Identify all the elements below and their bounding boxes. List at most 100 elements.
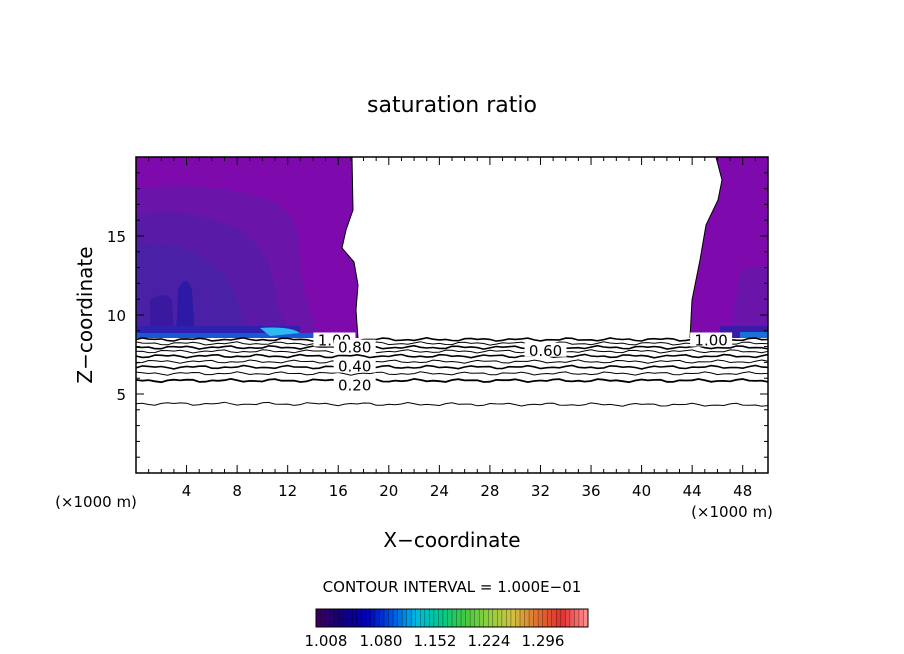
contour-label: 0.60 bbox=[529, 342, 562, 360]
colorbar-cell bbox=[343, 609, 349, 627]
colorbar-cell bbox=[429, 609, 435, 627]
colorbar-cell bbox=[415, 609, 421, 627]
colorbar-cell bbox=[569, 609, 575, 627]
colorbar-tick-label: 1.296 bbox=[522, 632, 565, 650]
colorbar-cell bbox=[488, 609, 494, 627]
colorbar-cell bbox=[474, 609, 480, 627]
colorbar-cell bbox=[492, 609, 498, 627]
colorbar-cell bbox=[379, 609, 385, 627]
contour-label-bg bbox=[524, 342, 567, 357]
colorbar-cell bbox=[456, 609, 462, 627]
colorbar-cell bbox=[556, 609, 562, 627]
colorbar-cell bbox=[442, 609, 448, 627]
colorbar-cell bbox=[356, 609, 362, 627]
colorbar-cell bbox=[406, 609, 412, 627]
colorbar-cell bbox=[583, 609, 589, 627]
colorbar-cell bbox=[420, 609, 426, 627]
colorbar-cell bbox=[402, 609, 407, 627]
contour-label-bg bbox=[690, 332, 733, 347]
colorbar-cell bbox=[452, 609, 457, 627]
colorbar-cell bbox=[325, 609, 330, 627]
right-supersaturated-region bbox=[690, 157, 768, 338]
colorbar-cell bbox=[538, 609, 543, 627]
saturation-boundary-left bbox=[341, 157, 359, 339]
colorbar-tick-label: 1.080 bbox=[360, 632, 403, 650]
colorbar-frame bbox=[315, 608, 589, 628]
contour-line bbox=[136, 377, 768, 384]
x-unit-left: (×1000 m) bbox=[55, 493, 137, 511]
x-tick-label: 4 bbox=[182, 482, 192, 500]
contour-line bbox=[136, 359, 768, 364]
colorbar-labels: 1.008 1.080 1.152 1.224 1.296 bbox=[305, 632, 565, 650]
colorbar-cell bbox=[551, 609, 557, 627]
x-tick-label: 48 bbox=[733, 482, 752, 500]
x-tick-label: 44 bbox=[683, 482, 702, 500]
colorbar-cell bbox=[361, 609, 367, 627]
colorbar-cell bbox=[447, 609, 453, 627]
colorbar-cell bbox=[529, 609, 534, 627]
colorbar-cell bbox=[560, 609, 566, 627]
colorbar-cell bbox=[329, 609, 335, 627]
colorbar-cell bbox=[497, 609, 503, 627]
colorbar-cell bbox=[506, 609, 512, 627]
contour-line bbox=[136, 344, 768, 350]
x-tick-label: 8 bbox=[232, 482, 242, 500]
colorbar-cell bbox=[384, 609, 389, 627]
x-unit-right: (×1000 m) bbox=[691, 503, 773, 521]
x-tick-label: 28 bbox=[480, 482, 499, 500]
contour-label: 1.00 bbox=[694, 331, 727, 349]
contour-line bbox=[136, 364, 768, 370]
x-tick-label: 12 bbox=[278, 482, 297, 500]
y-tick-label: 10 bbox=[107, 307, 126, 325]
colorbar-cell bbox=[470, 609, 475, 627]
colorbar-cell bbox=[524, 609, 530, 627]
contour-label-bg bbox=[333, 358, 376, 373]
contour-line bbox=[136, 341, 768, 346]
contour-interval-note: CONTOUR INTERVAL = 1.000E−01 bbox=[323, 578, 582, 596]
colorbar-cell bbox=[510, 609, 516, 627]
colorbar-cell bbox=[438, 609, 444, 627]
colorbar-cell bbox=[574, 609, 580, 627]
colorbar-cell bbox=[388, 609, 394, 627]
x-axis-ticks: 4 8 12 16 20 24 28 32 36 40 44 48 bbox=[148, 157, 756, 500]
contour-label-bg bbox=[333, 377, 376, 392]
colorbar-cell bbox=[515, 609, 521, 627]
contour-line bbox=[136, 353, 768, 359]
chart-title: saturation ratio bbox=[367, 93, 537, 118]
colorbar-cell bbox=[397, 609, 403, 627]
colorbar-cell bbox=[578, 609, 584, 627]
x-tick-label: 24 bbox=[430, 482, 449, 500]
colorbar-cell bbox=[370, 609, 376, 627]
colorbar-cell bbox=[461, 609, 466, 627]
x-axis-label: X−coordinate bbox=[383, 528, 520, 552]
colorbar-cell bbox=[433, 609, 439, 627]
colorbar-tick-label: 1.152 bbox=[414, 632, 457, 650]
y-tick-label: 15 bbox=[107, 228, 126, 246]
contour-line bbox=[136, 349, 768, 354]
y-axis-label: Z−coordinate bbox=[73, 246, 97, 383]
colorbar-cell bbox=[374, 609, 380, 627]
colorbar-tick-label: 1.224 bbox=[468, 632, 511, 650]
x-tick-label: 36 bbox=[581, 482, 600, 500]
colorbar-tick-label: 1.008 bbox=[305, 632, 348, 650]
colorbar-cell bbox=[520, 609, 525, 627]
colorbar-cell bbox=[393, 609, 398, 627]
colorbar-cell bbox=[320, 609, 326, 627]
colorbar-cell bbox=[365, 609, 371, 627]
colorbar-cell bbox=[483, 609, 489, 627]
contour-label-layer: 1.000.800.400.200.601.00 bbox=[313, 331, 733, 395]
x-tick-label: 20 bbox=[379, 482, 398, 500]
colorbar-cell bbox=[501, 609, 507, 627]
colorbar-cell bbox=[424, 609, 430, 627]
y-tick-label: 5 bbox=[116, 386, 126, 404]
colorbar-cells bbox=[315, 609, 589, 627]
y-axis-ticks: 5 10 15 bbox=[107, 172, 768, 458]
contour-label-bg bbox=[333, 339, 376, 354]
colorbar-cell bbox=[411, 609, 417, 627]
plot-area bbox=[136, 157, 768, 407]
colorbar-cell bbox=[547, 609, 553, 627]
colorbar-cell bbox=[316, 609, 321, 627]
contour-line bbox=[136, 336, 768, 342]
x-tick-label: 40 bbox=[632, 482, 651, 500]
